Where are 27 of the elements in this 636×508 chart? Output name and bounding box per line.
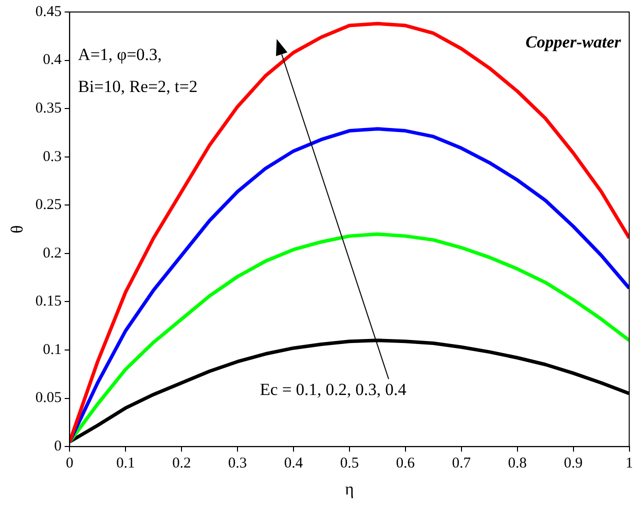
x-tick-label: 0.2 xyxy=(172,456,191,472)
y-tick-label: 0.3 xyxy=(42,148,62,165)
x-axis-title: η xyxy=(345,479,354,498)
y-tick-label: 0.35 xyxy=(35,100,62,117)
y-axis-title: θ xyxy=(8,225,27,234)
x-tick-label: 0.5 xyxy=(340,456,359,472)
x-tick-label: 0 xyxy=(66,456,74,472)
y-tick-label: 0.25 xyxy=(35,197,62,214)
annotation: Bi=10, Re=2, t=2 xyxy=(78,76,198,96)
y-tick-label: 0.2 xyxy=(42,245,62,262)
annotation: Copper-water xyxy=(525,32,622,52)
x-tick-label: 0.3 xyxy=(228,456,247,472)
annotation: Ec = 0.1, 0.2, 0.3, 0.4 xyxy=(260,380,407,400)
y-tick-label: 0.05 xyxy=(35,390,62,406)
y-tick-label: 0.45 xyxy=(35,4,62,20)
y-tick-label: 0.4 xyxy=(42,52,62,68)
y-tick-label: 0 xyxy=(54,438,62,455)
x-tick-label: 0.7 xyxy=(452,456,472,472)
y-tick-label: 0.15 xyxy=(35,294,62,310)
x-tick-label: 0.1 xyxy=(116,456,135,472)
annotation: A=1, φ=0.3, xyxy=(78,44,162,64)
x-tick-label: 0.6 xyxy=(396,456,416,472)
y-tick-label: 0.1 xyxy=(42,342,62,358)
x-tick-label: 1 xyxy=(626,456,633,472)
x-tick-label: 0.9 xyxy=(564,456,583,472)
x-tick-label: 0.4 xyxy=(284,456,304,472)
x-tick-label: 0.8 xyxy=(508,456,527,472)
